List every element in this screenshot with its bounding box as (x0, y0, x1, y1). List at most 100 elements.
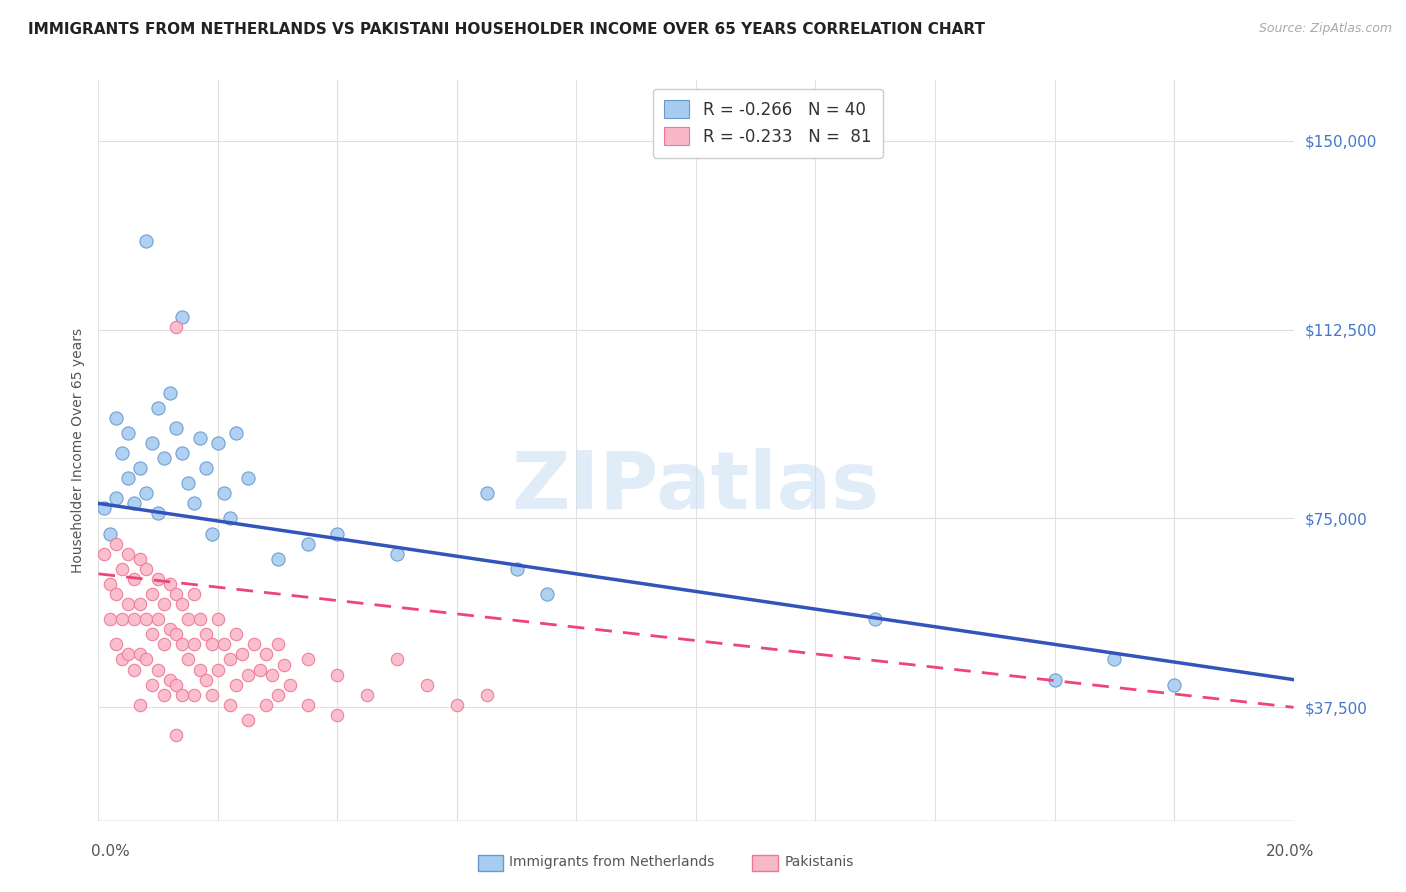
Point (135, 486, 157, 500)
Point (188, 612, 211, 626)
Point (536, 587, 558, 601)
Point (98, 612, 122, 626)
Point (111, 652, 134, 666)
Point (297, 536, 319, 550)
Point (105, 637, 128, 651)
Point (148, 507, 170, 521)
Point (249, 663, 271, 677)
Point (267, 637, 290, 651)
Point (172, 688, 194, 702)
Point (385, 652, 409, 666)
Point (207, 663, 229, 677)
Point (297, 652, 319, 666)
Point (165, 728, 187, 742)
Point (135, 612, 157, 626)
Text: 0.0%: 0.0% (91, 845, 131, 859)
Point (165, 627, 187, 641)
Point (129, 698, 152, 712)
Point (148, 401, 170, 415)
Point (183, 496, 205, 510)
Point (254, 698, 277, 712)
Point (326, 667, 349, 681)
Point (172, 446, 194, 460)
Point (219, 652, 242, 666)
Point (129, 551, 152, 566)
Point (225, 425, 247, 440)
Point (231, 648, 253, 662)
Point (219, 698, 242, 712)
Point (117, 425, 139, 440)
Point (129, 597, 152, 611)
Point (135, 235, 157, 249)
Point (188, 431, 211, 445)
Text: IMMIGRANTS FROM NETHERLANDS VS PAKISTANI HOUSEHOLDER INCOME OVER 65 YEARS CORREL: IMMIGRANTS FROM NETHERLANDS VS PAKISTANI… (28, 22, 986, 37)
Point (865, 612, 887, 626)
Point (141, 436, 163, 450)
Point (385, 547, 409, 561)
Point (1104, 652, 1126, 666)
Point (172, 637, 194, 651)
Text: 20.0%: 20.0% (1267, 845, 1315, 859)
Point (141, 678, 163, 692)
Point (225, 627, 247, 641)
Point (225, 678, 247, 692)
Point (356, 688, 378, 702)
Point (135, 652, 157, 666)
Point (159, 385, 181, 400)
Point (188, 663, 211, 677)
Text: Pakistanis: Pakistanis (785, 855, 853, 869)
Point (105, 587, 128, 601)
Point (129, 461, 152, 475)
Point (183, 637, 205, 651)
Point (153, 450, 176, 465)
Point (177, 612, 200, 626)
Point (105, 536, 128, 550)
Point (506, 562, 529, 576)
Point (207, 612, 229, 626)
Point (183, 587, 205, 601)
Point (117, 471, 139, 485)
Point (141, 587, 163, 601)
Point (124, 663, 146, 677)
Point (183, 688, 205, 702)
Point (195, 461, 218, 475)
Point (117, 648, 139, 662)
Point (117, 597, 139, 611)
Point (273, 657, 295, 672)
Point (416, 678, 439, 692)
Text: Source: ZipAtlas.com: Source: ZipAtlas.com (1258, 22, 1392, 36)
Text: ZIPatlas: ZIPatlas (512, 449, 880, 526)
Point (177, 652, 200, 666)
Point (1163, 678, 1185, 692)
Point (111, 612, 134, 626)
Point (201, 688, 224, 702)
Point (124, 572, 146, 586)
Point (153, 637, 176, 651)
Point (212, 486, 235, 500)
Point (124, 612, 146, 626)
Point (172, 310, 194, 324)
Point (1043, 673, 1066, 687)
Point (278, 678, 301, 692)
Text: Immigrants from Netherlands: Immigrants from Netherlands (509, 855, 714, 869)
Point (219, 511, 242, 525)
Point (165, 421, 187, 435)
Point (117, 547, 139, 561)
Point (105, 410, 128, 425)
Point (172, 597, 194, 611)
Point (243, 637, 266, 651)
Point (165, 320, 187, 334)
Point (135, 562, 157, 576)
Point (93, 547, 115, 561)
Point (475, 688, 498, 702)
Point (446, 698, 468, 712)
Point (98, 577, 122, 591)
Point (254, 648, 277, 662)
Point (98, 526, 122, 541)
Point (207, 436, 229, 450)
Point (159, 622, 181, 636)
Point (195, 627, 218, 641)
Point (93, 501, 115, 516)
Point (165, 678, 187, 692)
Point (153, 688, 176, 702)
